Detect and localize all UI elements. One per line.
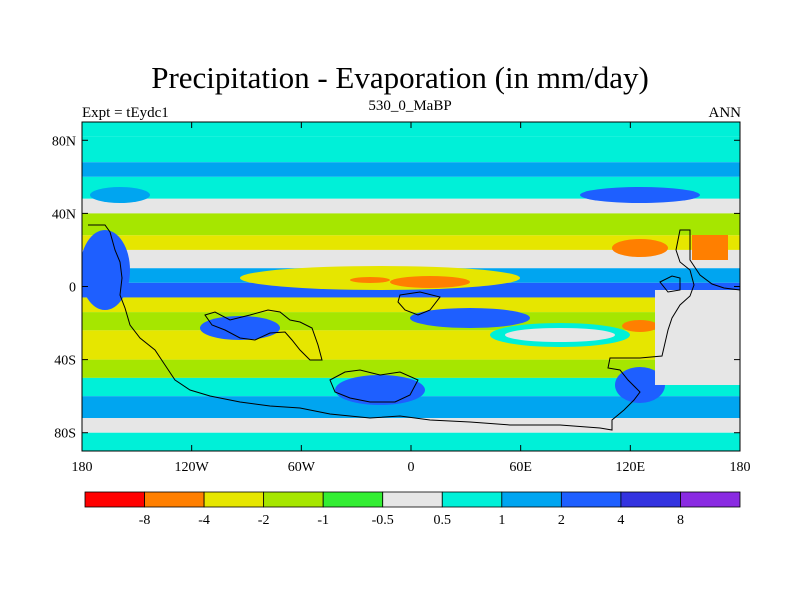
colorbar-label: -8: [139, 513, 151, 528]
lat-band-2: [82, 162, 740, 177]
northern-wet: [90, 187, 150, 203]
lat-band-4: [82, 198, 740, 214]
east-dry-core: [612, 239, 668, 257]
land-outlines: [88, 224, 740, 431]
x-tick-label: 60E: [509, 460, 532, 475]
lat-band-12: [82, 330, 740, 360]
x-tick-label: 0: [408, 460, 415, 475]
colorbar-label: 2: [558, 513, 565, 528]
north-coast: [397, 291, 441, 316]
axes: 180 120W 60W 0 60E 120E 180 80N 40N 0 40S 80S: [52, 122, 751, 475]
south-ring-inner: [505, 328, 615, 342]
colorbar-swatch: [84, 491, 145, 508]
map-field: [82, 122, 740, 451]
lat-band-7: [82, 249, 740, 269]
south-dry-core: [622, 320, 658, 332]
x-tick-label: 180: [72, 460, 93, 475]
colorbar-swatch: [620, 491, 681, 508]
chart-title: Precipitation - Evaporation (in mm/day): [151, 60, 649, 95]
south-island: [329, 369, 419, 403]
colorbar-swatch: [322, 491, 384, 508]
colorbar-swatch: [501, 491, 562, 508]
lat-band-5: [82, 213, 740, 236]
colorbar-swatch: [144, 491, 205, 508]
season-label: ANN: [708, 105, 742, 121]
central-island: [204, 309, 323, 361]
west-wet: [82, 230, 130, 310]
x-tick-label: 120E: [616, 460, 646, 475]
colorbar-swatch: [441, 491, 503, 508]
x-tick-label: 180: [730, 460, 751, 475]
x-tick-label: 60W: [288, 460, 316, 475]
colorbar-label: -2: [258, 513, 270, 528]
colorbar-label: -0.5: [372, 513, 394, 528]
lat-band-10: [82, 297, 740, 313]
colorbar-swatch: [382, 491, 443, 508]
colorbar-label: 8: [677, 513, 684, 528]
south-wet-1: [410, 308, 530, 328]
y-tick-label: 80S: [54, 427, 76, 442]
colorbar-swatch: [263, 491, 324, 508]
colorbar-swatch: [680, 491, 741, 508]
eq-dry-core: [390, 276, 470, 288]
eq-dry-red: [350, 277, 390, 283]
west-continent: [88, 224, 740, 431]
colorbar-label: 1: [498, 513, 505, 528]
east-land: [655, 290, 740, 385]
lat-band-15: [82, 396, 740, 419]
southern-wet-2: [615, 367, 665, 403]
colorbar-label: 4: [617, 513, 624, 528]
y-tick-label: 40S: [54, 354, 76, 369]
lat-band-6: [82, 235, 740, 250]
y-tick-label: 40N: [52, 207, 76, 222]
chart-subtitle: 530_0_MaBP: [368, 98, 452, 114]
lat-band-17: [82, 432, 740, 451]
south-wet-2: [200, 316, 280, 340]
lat-band-9: [82, 282, 740, 298]
northern-wet-2: [580, 187, 700, 203]
lat-band-0: [82, 122, 740, 137]
experiment-label: Expt = tEydc1: [82, 105, 169, 121]
colorbar-swatch: [203, 491, 265, 508]
lat-band-13: [82, 359, 740, 378]
y-tick-label: 80N: [52, 134, 76, 149]
colorbar-label: -1: [317, 513, 329, 528]
lat-band-1: [82, 136, 740, 163]
field-features: [82, 187, 740, 405]
lat-band-3: [82, 176, 740, 199]
x-tick-label: 120W: [175, 460, 210, 475]
east-dry-block: [692, 235, 728, 260]
y-tick-label: 0: [69, 281, 76, 296]
colorbar-label: -4: [198, 513, 210, 528]
lat-band-16: [82, 418, 740, 433]
east-fragment: [659, 275, 681, 293]
colorbar: -8 -4 -2 -1 -0.5 0.5 1 2 4 8: [84, 491, 741, 528]
colorbar-swatch: [560, 491, 622, 508]
southern-wet-1: [335, 375, 425, 405]
colorbar-label: 0.5: [434, 513, 452, 528]
